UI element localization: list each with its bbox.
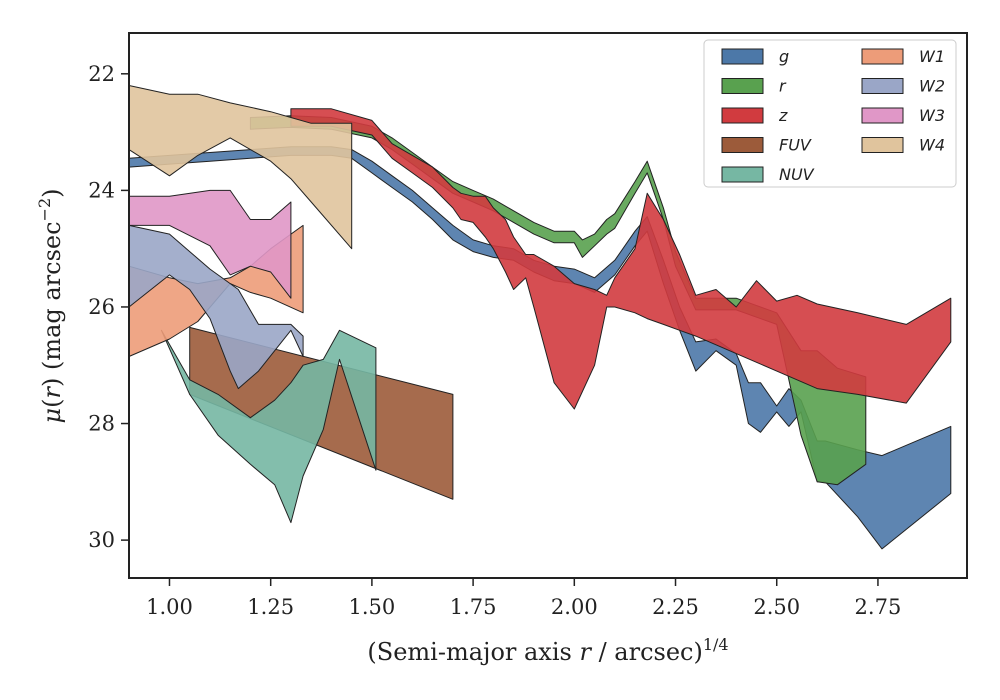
- legend-label-w2: W2: [919, 77, 945, 96]
- y-tick-label: 24: [88, 178, 115, 202]
- legend-swatch-w1: [861, 48, 904, 65]
- legend-label-g: g: [779, 47, 789, 66]
- x-tick-label: 2.25: [652, 595, 699, 619]
- x-axis: 1.00 1.25 1.50 1.75 2.00 2.25 2.50 2.75: [146, 578, 901, 619]
- x-tick-label: 1.50: [349, 595, 396, 619]
- legend-label-nuv: NUV: [779, 165, 815, 184]
- y-tick-label: 26: [88, 295, 115, 319]
- plot-frame: [128, 32, 968, 579]
- x-tick-label: 2.75: [855, 595, 902, 619]
- legend-swatch-w4: [861, 137, 904, 153]
- legend: grz FUV NUV W1 W2 W3 W4: [703, 39, 957, 188]
- legend-swatch-fuv: [721, 137, 764, 153]
- series-band-w4: [128, 85, 353, 250]
- legend-label-fuv: FUV: [779, 136, 812, 155]
- x-tick-label: 2.00: [551, 595, 598, 619]
- x-tick-label: 1.75: [450, 595, 497, 619]
- legend-swatch-g: [721, 48, 764, 65]
- series-band-z: [290, 108, 952, 410]
- legend-swatch-r: [721, 78, 764, 94]
- x-tick-label: 1.25: [247, 595, 294, 619]
- y-tick-label: 22: [88, 62, 115, 86]
- series-band-g: [128, 146, 952, 550]
- series-band-w3: [128, 189, 292, 299]
- x-tick-label: 2.50: [753, 595, 800, 619]
- legend-swatch-w3: [861, 107, 904, 124]
- legend-label-w1: W1: [919, 47, 945, 66]
- y-axis: 22 24 26 28 30: [88, 62, 129, 552]
- x-axis-label: (Semi-major axis r / arcsec)1/4: [367, 635, 728, 666]
- legend-swatch-nuv: [721, 166, 764, 183]
- y-tick-label: 28: [88, 412, 115, 436]
- legend-label-w4: W4: [919, 136, 945, 155]
- series-band-w2: [128, 224, 304, 390]
- legend-label-w3: W3: [919, 106, 945, 125]
- series-band-nuv: [160, 329, 377, 524]
- legend-label-z: z: [778, 106, 788, 125]
- legend-swatch-w2: [861, 78, 904, 94]
- y-axis-label: μ(r) (mag arcsec−2): [35, 188, 66, 423]
- legend-swatch-z: [721, 107, 764, 124]
- legend-label-r: r: [779, 77, 787, 96]
- y-tick-label: 30: [88, 528, 115, 552]
- x-tick-label: 1.00: [146, 595, 193, 619]
- series-layer: [128, 85, 952, 550]
